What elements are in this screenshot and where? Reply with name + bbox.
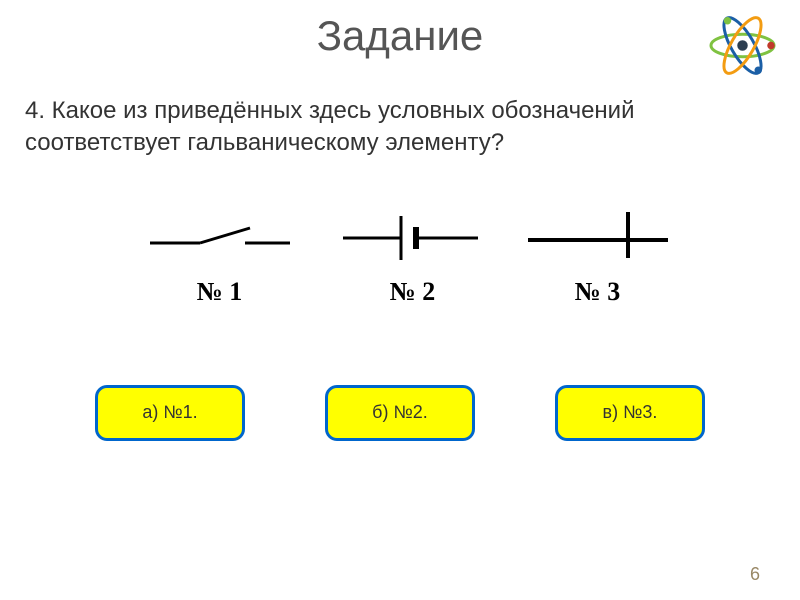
answer-c-button[interactable]: в) №3.: [555, 385, 705, 441]
symbols-diagram: № 1 № 2 № 3: [123, 200, 678, 340]
symbol-2-cell: № 2: [338, 210, 488, 307]
symbol-3-label: № 3: [523, 277, 673, 307]
answer-a-button[interactable]: а) №1.: [95, 385, 245, 441]
page-title: Задание: [0, 0, 800, 60]
page-number: 6: [750, 564, 760, 585]
atom-icon: [705, 8, 780, 83]
symbol-1-switch: № 1: [145, 210, 295, 307]
symbol-1-label: № 1: [145, 277, 295, 307]
question-text: 4. Какое из приведённых здесь условных о…: [25, 95, 775, 160]
symbol-3-junction: № 3: [523, 210, 673, 307]
symbol-2-label: № 2: [338, 277, 488, 307]
answer-b-button[interactable]: б) №2.: [325, 385, 475, 441]
answers-row: а) №1. б) №2. в) №3.: [0, 385, 800, 441]
